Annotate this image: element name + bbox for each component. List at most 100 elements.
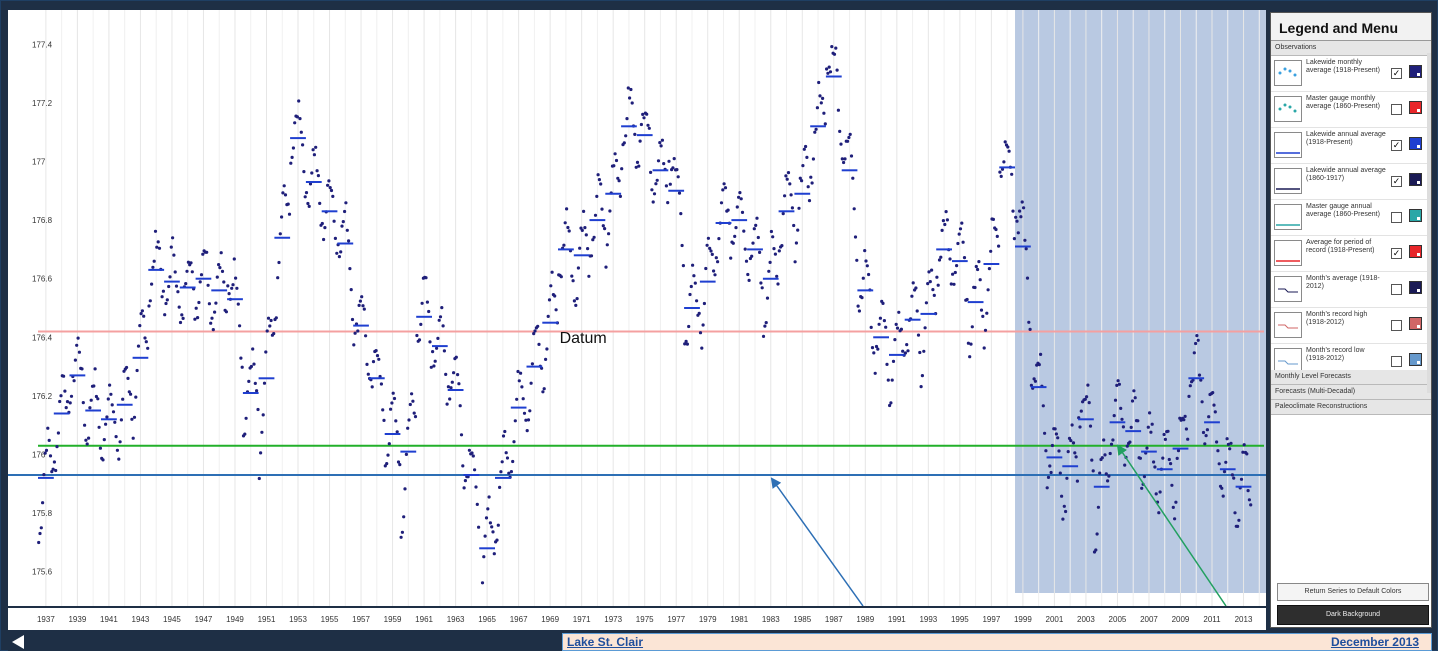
legend-row[interactable]: Lakewide monthly average (1918-Present) ✓ <box>1271 56 1431 92</box>
monthly-point <box>751 241 755 245</box>
monthly-point <box>562 243 566 247</box>
monthly-point <box>601 224 605 228</box>
monthly-point <box>612 164 616 168</box>
color-swatch-button[interactable] <box>1409 353 1422 366</box>
lake-name-link[interactable]: Lake St. Clair <box>567 635 644 649</box>
monthly-point <box>185 269 189 273</box>
monthly-point <box>1033 379 1037 383</box>
color-swatch-button[interactable] <box>1409 281 1422 294</box>
monthly-point <box>652 192 657 196</box>
monthly-point <box>603 227 607 231</box>
legend-checkbox[interactable] <box>1391 104 1402 115</box>
monthly-point <box>1169 462 1173 466</box>
legend-checkbox[interactable] <box>1391 212 1402 223</box>
monthly-point <box>390 401 394 405</box>
legend-row[interactable]: Month's average (1918-2012) <box>1271 272 1431 308</box>
x-axis-strip: 1937 1939 1941 1943 1945 1947 1949 1951 1953 1955… <box>8 606 1266 630</box>
monthly-point <box>487 495 491 499</box>
monthly-point <box>511 459 515 464</box>
x-tick-label: 1959 <box>384 615 402 624</box>
legend-checkbox[interactable] <box>1391 356 1402 367</box>
monthly-point <box>310 171 314 175</box>
monthly-point <box>327 179 331 183</box>
monthly-point <box>855 258 859 262</box>
monthly-point <box>211 328 215 332</box>
x-tick-label: 2001 <box>1046 615 1064 624</box>
section-header[interactable]: Monthly Level Forecasts <box>1271 370 1431 385</box>
legend-checkbox[interactable] <box>1391 284 1402 295</box>
legend-checkbox[interactable]: ✓ <box>1391 140 1402 151</box>
monthly-point <box>328 186 332 190</box>
monthly-point <box>903 351 908 355</box>
monthly-point <box>1187 394 1191 398</box>
monthly-point <box>458 404 462 408</box>
color-swatch-button[interactable] <box>1409 317 1422 330</box>
legend-row[interactable]: Month's record low (1918-2012) <box>1271 344 1431 370</box>
color-swatch-button[interactable] <box>1409 245 1422 258</box>
section-header[interactable]: Forecasts (Multi-Decadal) <box>1271 385 1431 400</box>
monthly-point <box>529 381 533 385</box>
monthly-point <box>364 334 368 338</box>
scroll-left-icon[interactable] <box>12 635 24 649</box>
monthly-point <box>227 292 231 296</box>
monthly-point <box>1175 456 1179 460</box>
monthly-point <box>315 169 319 173</box>
monthly-point <box>794 241 799 245</box>
legend-row[interactable]: Lakewide annual average (1860-1917) ✓ <box>1271 164 1431 200</box>
monthly-point <box>441 324 445 328</box>
legend-checkbox[interactable]: ✓ <box>1391 248 1402 259</box>
color-swatch-button[interactable] <box>1409 209 1422 222</box>
legend-row[interactable]: Master gauge annual average (1860-Presen… <box>1271 200 1431 236</box>
color-swatch-button[interactable] <box>1409 65 1422 78</box>
monthly-point <box>1186 437 1190 441</box>
monthly-point <box>209 321 213 325</box>
monthly-point <box>1091 469 1095 473</box>
monthly-point <box>138 324 142 328</box>
dark-background-button[interactable]: Dark Background <box>1277 605 1429 625</box>
color-swatch-button[interactable] <box>1409 101 1422 114</box>
monthly-point <box>608 209 612 213</box>
x-tick-label: 1997 <box>982 615 1000 624</box>
color-swatch-button[interactable] <box>1409 173 1422 186</box>
legend-checkbox[interactable]: ✓ <box>1391 68 1402 79</box>
monthly-point <box>1098 471 1102 475</box>
monthly-point <box>1184 427 1188 431</box>
monthly-point <box>201 252 205 256</box>
legend-row[interactable]: Month's record high (1918-2012) <box>1271 308 1431 344</box>
date-link[interactable]: December 2013 <box>1330 635 1419 649</box>
monthly-point <box>650 188 654 192</box>
monthly-point <box>911 281 915 285</box>
monthly-point <box>1192 351 1196 355</box>
legend-checkbox[interactable] <box>1391 320 1402 331</box>
monthly-point <box>1002 160 1006 164</box>
monthly-point <box>952 282 956 286</box>
monthly-point <box>1200 400 1204 404</box>
monthly-point <box>821 96 825 100</box>
legend-row[interactable]: Master gauge monthly average (1860-Prese… <box>1271 92 1431 128</box>
legend-checkbox[interactable]: ✓ <box>1391 176 1402 187</box>
monthly-point <box>731 241 735 245</box>
x-axis: 1937 1939 1941 1943 1945 1947 1949 1951 1953 1955… <box>37 615 1253 624</box>
section-header[interactable]: Paleoclimate Reconstructions <box>1271 400 1431 415</box>
default-colors-button[interactable]: Return Series to Default Colors <box>1277 583 1429 601</box>
monthly-point <box>575 297 579 301</box>
legend-row[interactable]: Lakewide annual average (1918-Present) ✓ <box>1271 128 1431 164</box>
x-tick-label: 2013 <box>1235 615 1253 624</box>
monthly-point <box>647 126 651 130</box>
monthly-point <box>44 448 49 452</box>
monthly-point <box>199 273 204 277</box>
monthly-point <box>492 552 496 556</box>
monthly-point <box>1048 464 1052 468</box>
monthly-point <box>1196 338 1200 342</box>
monthly-point <box>851 176 855 180</box>
monthly-point <box>153 229 158 233</box>
legend-row[interactable]: Average for period of record (1918-Prese… <box>1271 236 1431 272</box>
monthly-point <box>366 372 370 376</box>
monthly-point <box>231 283 235 287</box>
monthly-point <box>899 327 904 331</box>
panel-scrollbar[interactable] <box>1427 53 1431 393</box>
monthly-point <box>1242 443 1246 447</box>
section-observations[interactable]: Observations <box>1271 41 1431 56</box>
monthly-point <box>873 371 877 375</box>
color-swatch-button[interactable] <box>1409 137 1422 150</box>
